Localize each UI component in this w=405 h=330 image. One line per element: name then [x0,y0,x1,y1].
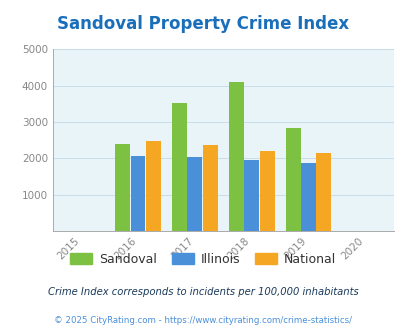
Bar [115,144,130,231]
Bar [172,103,187,231]
Bar [259,151,274,231]
Bar [244,160,258,231]
Legend: Sandoval, Illinois, National: Sandoval, Illinois, National [66,249,339,269]
Bar [187,157,202,231]
Text: © 2025 CityRating.com - https://www.cityrating.com/crime-statistics/: © 2025 CityRating.com - https://www.city… [54,316,351,325]
Text: Crime Index corresponds to incidents per 100,000 inhabitants: Crime Index corresponds to incidents per… [47,287,358,297]
Bar [315,153,330,231]
Text: Sandoval Property Crime Index: Sandoval Property Crime Index [57,15,348,33]
Bar [301,163,315,231]
Bar [285,128,300,231]
Bar [202,145,217,231]
Bar [145,141,160,231]
Bar [130,156,145,231]
Bar [228,82,243,231]
